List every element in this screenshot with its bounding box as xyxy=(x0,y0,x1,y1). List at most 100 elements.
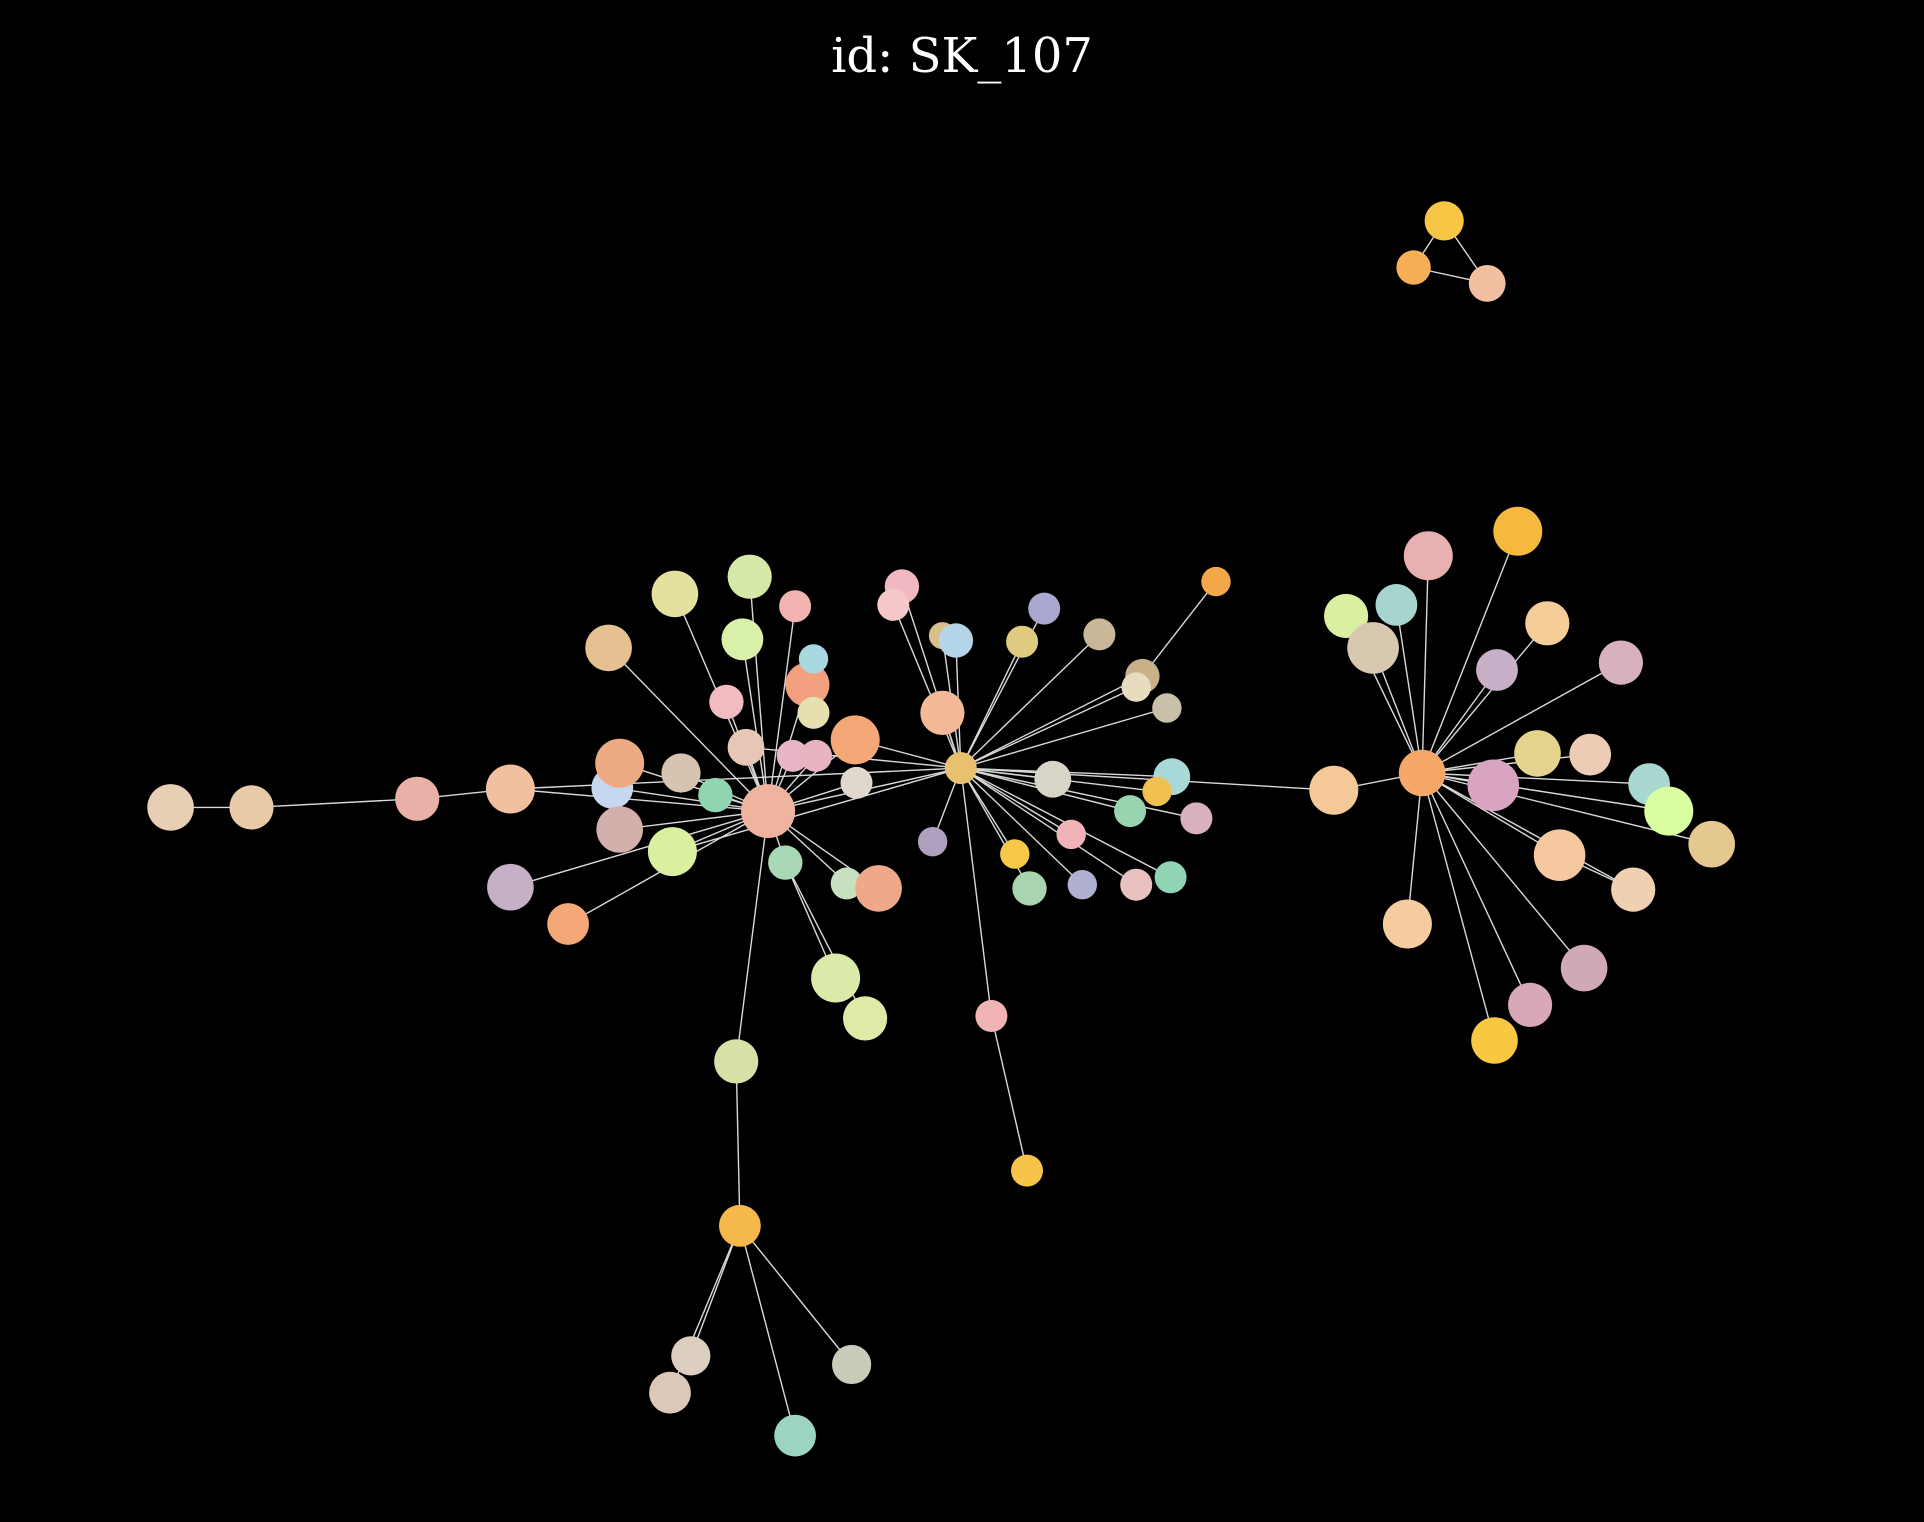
graph-edge xyxy=(892,604,962,769)
graph-edge xyxy=(739,1225,853,1365)
graph-node xyxy=(395,776,440,821)
graph-node xyxy=(1121,672,1151,702)
graph-node xyxy=(1011,1154,1043,1187)
graph-node xyxy=(727,728,765,766)
edge-layer xyxy=(170,220,1712,1436)
graph-edge xyxy=(1421,772,1634,891)
graph-node xyxy=(855,865,902,912)
graph-node xyxy=(1152,693,1182,723)
graph-edge xyxy=(735,1061,741,1226)
graph-node xyxy=(832,1344,872,1385)
graph-edge xyxy=(960,675,1143,769)
graph-edge xyxy=(1422,772,1650,785)
graph-edge xyxy=(990,1015,1028,1171)
graph-edge xyxy=(1421,772,1496,1041)
graph-node xyxy=(698,777,733,813)
graph-edge xyxy=(608,647,769,812)
graph-node xyxy=(709,684,744,720)
graph-node xyxy=(487,863,534,911)
graph-node xyxy=(1006,625,1039,658)
graph-node xyxy=(1644,786,1694,836)
graph-node xyxy=(1309,765,1359,815)
graph-node xyxy=(1403,531,1453,581)
graph-node xyxy=(1533,829,1586,881)
graph-node xyxy=(1324,593,1369,639)
graph-node xyxy=(1598,640,1643,685)
node-layer xyxy=(147,201,1735,1457)
graph-edge xyxy=(1421,772,1585,969)
graph-node xyxy=(1611,867,1656,912)
graph-node xyxy=(1467,759,1520,812)
graph-node xyxy=(830,867,863,900)
graph-node xyxy=(1056,819,1086,850)
graph-edge xyxy=(1421,772,1560,856)
graph-node xyxy=(1154,861,1187,894)
graph-node xyxy=(719,1204,761,1247)
graph-node xyxy=(1000,839,1030,869)
graph-node xyxy=(1201,566,1231,597)
graph-title: id: SK_107 xyxy=(831,28,1093,84)
graph-edge xyxy=(1421,555,1429,774)
graph-node xyxy=(671,1336,711,1376)
graph-edge xyxy=(510,810,769,888)
graph-node xyxy=(714,1039,759,1084)
graph-node xyxy=(938,623,974,658)
graph-node xyxy=(1569,733,1612,776)
graph-node xyxy=(1012,871,1047,906)
graph-node xyxy=(1347,622,1399,674)
graph-node xyxy=(547,903,589,945)
graph-node xyxy=(595,738,645,788)
graph-node xyxy=(1493,506,1543,556)
graph-node xyxy=(485,764,535,814)
graph-node xyxy=(1514,730,1561,777)
graph-edge xyxy=(960,707,1168,769)
graph-node xyxy=(661,753,701,793)
graph-edge xyxy=(960,641,1023,769)
graph-node xyxy=(1398,749,1446,797)
graph-edge xyxy=(510,767,961,790)
graph-edge xyxy=(1421,772,1669,812)
graph-node xyxy=(800,739,832,772)
graph-node xyxy=(229,785,274,830)
graph-edge xyxy=(960,767,1197,820)
graph-node xyxy=(1375,584,1418,626)
graph-edge xyxy=(1421,661,1622,774)
graph-node xyxy=(1560,944,1608,992)
graph-edge xyxy=(672,767,961,853)
graph-node xyxy=(1028,592,1061,625)
graph-node xyxy=(647,827,697,877)
graph-edge xyxy=(1421,622,1548,774)
graph-node xyxy=(596,806,643,853)
graph-node xyxy=(944,752,977,785)
graph-node xyxy=(1114,795,1147,828)
graph-edge xyxy=(251,798,418,809)
graph-node xyxy=(768,845,803,880)
graph-edge xyxy=(960,686,1137,769)
graph-node xyxy=(1688,820,1735,868)
graph-edge xyxy=(739,1225,796,1436)
graph-node xyxy=(1034,760,1072,798)
graph-node xyxy=(877,588,910,621)
graph-node xyxy=(651,570,699,618)
graph-node xyxy=(843,996,888,1041)
graph-edge xyxy=(960,768,993,1017)
graph-node xyxy=(920,690,965,736)
graph-edge xyxy=(1406,772,1423,925)
graph-node xyxy=(1396,250,1431,285)
graph-edge xyxy=(960,767,1137,886)
graph-node xyxy=(776,739,809,772)
graph-edge xyxy=(735,811,769,1062)
graph-node xyxy=(1468,265,1506,302)
graph-node xyxy=(779,590,812,623)
graph-node xyxy=(1083,618,1116,651)
graph-node xyxy=(830,715,880,765)
graph-node xyxy=(840,766,873,799)
graph-node xyxy=(785,662,830,707)
graph-edge xyxy=(960,767,1334,791)
graph-node xyxy=(1508,982,1553,1027)
graph-edge xyxy=(960,767,1031,889)
graph-edge xyxy=(960,767,1016,855)
graph-node xyxy=(798,644,829,674)
graph-node xyxy=(147,784,194,831)
